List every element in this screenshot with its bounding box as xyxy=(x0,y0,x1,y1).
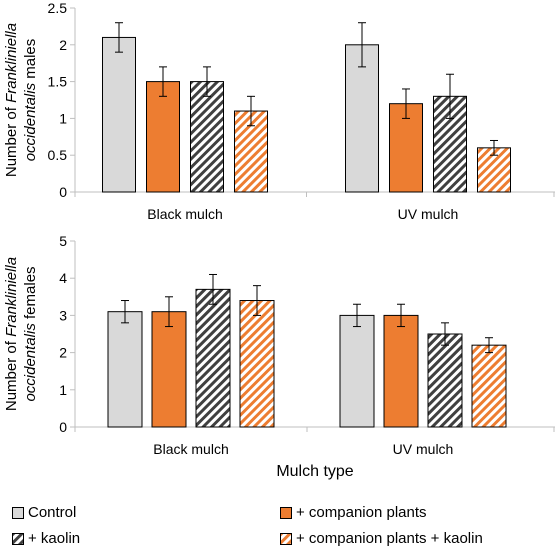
x-category-label: UV mulch xyxy=(398,206,459,222)
legend: Control + companion plants + kaolin + co… xyxy=(0,498,555,548)
y-tick-label: 4 xyxy=(59,270,67,286)
legend-swatch-kaolin xyxy=(12,532,24,545)
y-axis-title-species: occidentalis xyxy=(22,323,39,402)
legend-item-control: Control xyxy=(12,504,76,521)
y-tick-label: 0 xyxy=(59,184,67,200)
bar-control xyxy=(107,311,143,428)
bar-companion-kaolin xyxy=(239,300,275,428)
bar-control xyxy=(345,44,379,193)
females-panel: 0 1 2 3 4 5 Number of Frankliniellaoccidentali… xyxy=(3,233,555,480)
legend-item-kaolin: + kaolin xyxy=(12,530,80,547)
y-tick-label: 0.5 xyxy=(48,147,68,163)
y-tick-label: 1.5 xyxy=(48,74,68,90)
y-axis-title-prefix: Number of xyxy=(3,103,20,177)
y-tick-label: 2 xyxy=(59,345,67,361)
legend-label-control: Control xyxy=(28,504,77,521)
x-category-label: UV mulch xyxy=(393,441,454,457)
x-axis-title: Mulch type xyxy=(276,463,353,480)
bar-kaolin xyxy=(427,333,463,428)
bar-companion-kaolin xyxy=(471,344,507,428)
bar-companion xyxy=(151,311,187,428)
legend-label-kaolin: + kaolin xyxy=(28,530,81,547)
y-tick-label: 5 xyxy=(59,233,67,249)
y-axis-title-prefix: Number of xyxy=(3,337,20,411)
y-axis-title-suffix: males xyxy=(22,39,39,83)
legend-item-companion: + companion plants xyxy=(280,504,427,521)
y-tick-label: 1 xyxy=(59,110,67,126)
y-tick-label: 1 xyxy=(59,382,67,398)
legend-label-companion: + companion plants xyxy=(296,504,427,521)
y-axis-title: Number of Frankliniellaoccidentalis male… xyxy=(3,23,39,177)
bar-kaolin xyxy=(190,81,224,193)
legend-swatch-companion xyxy=(280,506,292,519)
bar-control xyxy=(339,314,375,428)
bar-control xyxy=(102,36,136,193)
y-tick-label: 2.5 xyxy=(48,0,68,16)
y-axis-title: Number of Frankliniellaoccidentalis fema… xyxy=(3,257,39,411)
y-tick-label: 2 xyxy=(59,37,67,53)
bar-companion xyxy=(389,103,423,193)
bar-companion xyxy=(146,81,180,193)
legend-swatch-companion-kaolin xyxy=(280,532,292,545)
y-axis-title-species: occidentalis xyxy=(22,82,39,161)
x-category-label: Black mulch xyxy=(153,441,228,457)
males-panel: 0 0.5 1 1.5 2 2.5 Number of Frankliniellaoccid… xyxy=(3,0,555,222)
y-axis-title-suffix: females xyxy=(22,266,39,323)
legend-label-companion-kaolin: + companion plants + kaolin xyxy=(296,530,483,547)
x-category-label: Black mulch xyxy=(147,206,222,222)
y-axis-title-genus: Frankliniella xyxy=(3,23,20,103)
legend-item-companion-kaolin: + companion plants + kaolin xyxy=(280,530,483,547)
bar-companion xyxy=(383,314,419,428)
y-tick-label: 3 xyxy=(59,307,67,323)
y-axis-title-genus: Frankliniella xyxy=(3,257,20,337)
bar-kaolin xyxy=(195,288,231,428)
legend-swatch-control xyxy=(12,506,24,519)
y-tick-label: 0 xyxy=(59,419,67,435)
